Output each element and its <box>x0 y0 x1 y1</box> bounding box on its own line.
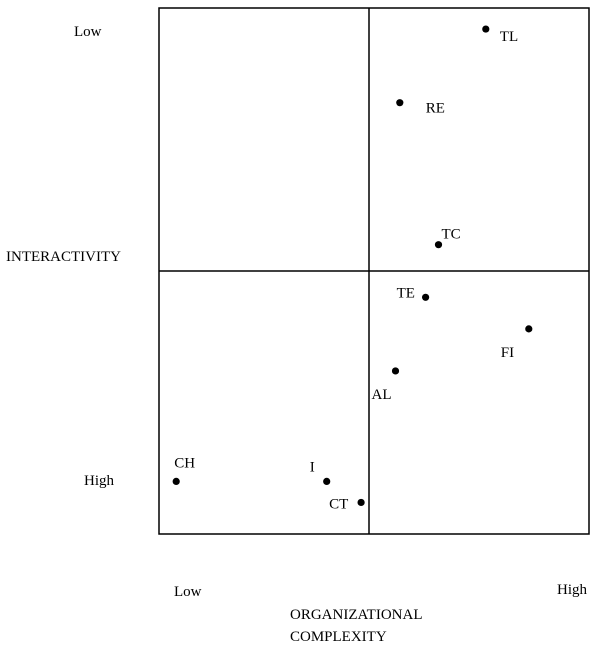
data-point-label-i: I <box>310 459 315 475</box>
y-tick-label-low: Low <box>74 24 102 40</box>
data-point-tc <box>434 241 443 249</box>
data-point-label-tc: TC <box>442 227 461 243</box>
data-point-al <box>391 367 400 375</box>
x-axis-title: ORGANIZATIONAL COMPLEXITY <box>290 604 490 648</box>
data-point-fi <box>525 325 533 333</box>
x-axis-title-line-1: ORGANIZATIONAL <box>290 607 423 623</box>
data-point-i <box>323 477 331 485</box>
data-point-ct <box>357 498 365 507</box>
data-point-label-ch: CH <box>174 455 195 471</box>
data-point-label-al: AL <box>372 387 392 403</box>
y-axis-title: INTERACTIVITY <box>6 249 121 265</box>
x-tick-label-low: Low <box>174 584 202 600</box>
data-point-label-re: RE <box>426 101 445 117</box>
y-tick-label-high: High <box>84 473 114 489</box>
x-axis-title-line-2: COMPLEXITY <box>290 629 387 645</box>
data-points: TL RE TC TE FI AL CH I CT <box>172 25 533 512</box>
data-point-ch <box>172 477 180 485</box>
data-point-label-tl: TL <box>500 29 518 45</box>
data-point-tl <box>482 25 490 33</box>
x-tick-label-high: High <box>557 582 587 598</box>
data-point-re <box>396 99 404 107</box>
data-point-te <box>422 293 430 301</box>
data-point-label-te: TE <box>397 285 415 301</box>
data-point-label-ct: CT <box>329 496 348 512</box>
data-point-label-fi: FI <box>501 345 514 361</box>
